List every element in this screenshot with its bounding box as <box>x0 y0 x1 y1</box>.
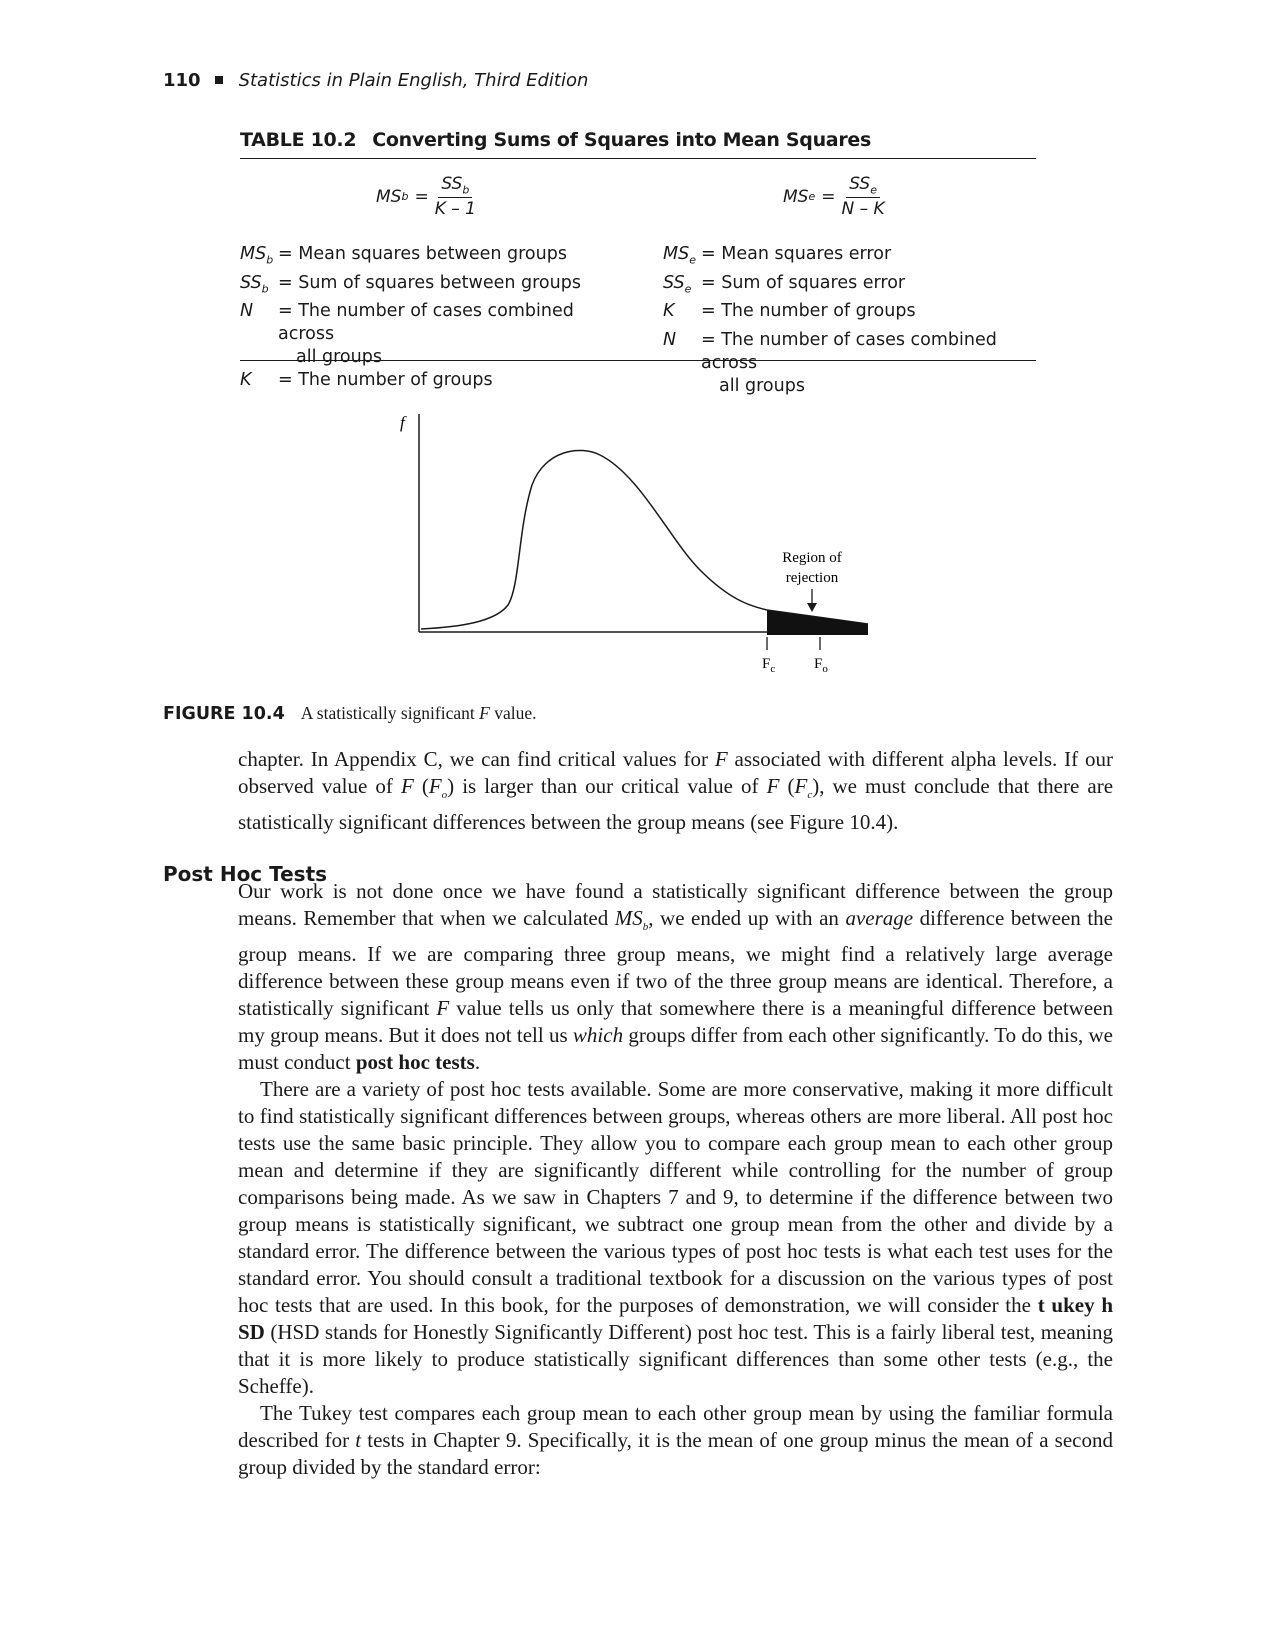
definitions-right: MSe = Mean squares error SSe = Sum of squa… <box>663 243 1011 398</box>
definition-symbol: K <box>240 370 252 390</box>
formula-fraction: SSe N – K <box>842 174 885 219</box>
caption-text-end: value. <box>489 703 537 723</box>
definition-symbol: K <box>663 301 675 321</box>
definition-text: = Mean squares error <box>701 244 892 264</box>
definition-text: = Sum of squares between groups <box>278 272 581 293</box>
fo-label: Fo <box>814 656 828 675</box>
definition-symbol: SSb <box>240 272 269 296</box>
definition-row: SSe = Sum of squares error <box>663 272 1011 301</box>
definition-text: = Mean squares between groups <box>278 244 567 264</box>
table-top-rule <box>240 158 1036 159</box>
table-label: TABLE 10.2 <box>240 129 357 151</box>
book-title: Statistics in Plain English, Third Editi… <box>238 70 589 91</box>
formula-lhs-sub: b <box>401 190 409 204</box>
annotation-line-2: rejection <box>786 570 839 586</box>
definition-text: = The number of groups <box>278 370 493 390</box>
definition-text: = The number of groups <box>701 301 916 321</box>
page-number: 110 <box>163 70 201 91</box>
numerator-sub: b <box>462 183 470 197</box>
annotation-line-1: Region of <box>782 550 842 566</box>
formula-equals: = <box>821 186 836 207</box>
numerator-text: SS <box>441 174 463 194</box>
definition-row: MSe = Mean squares error <box>663 243 1011 272</box>
formula-ms-between: MS b = SSb K – 1 <box>376 174 476 219</box>
post-hoc-section-body: Our work is not done once we have found … <box>238 878 1113 1481</box>
figure-caption: FIGURE 10.4 A statistically significant F… <box>163 703 537 724</box>
rejection-region <box>767 610 868 635</box>
formula-fraction: SSb K – 1 <box>435 174 476 219</box>
formula-lhs: MS <box>783 186 809 207</box>
paragraph-4: The Tukey test compares each group mean … <box>238 1401 1113 1480</box>
definition-symbol: SSe <box>663 272 692 296</box>
definition-symbol: MSb <box>240 244 274 267</box>
fraction-numerator: SSb <box>438 174 473 199</box>
definition-text: = The number of cases combined across <box>701 329 997 373</box>
arrow-down-icon <box>807 603 817 612</box>
paragraph-1: chapter. In Appendix C, we can find crit… <box>238 746 1113 836</box>
definition-row: MSb = Mean squares between groups <box>240 243 588 272</box>
definition-row: K = The number of groups <box>663 300 1011 329</box>
section-heading: Post Hoc Tests <box>163 862 328 886</box>
formula-equals: = <box>414 186 429 207</box>
numerator-sub: e <box>870 183 877 197</box>
definition-symbol: N <box>240 301 254 321</box>
definition-row: SSb = Sum of squares between groups <box>240 272 588 301</box>
running-head: 110 Statistics in Plain English, Third Ed… <box>163 70 588 91</box>
definition-symbol: N <box>663 329 677 350</box>
definition-continuation: all groups <box>296 347 382 367</box>
table-bottom-rule <box>240 360 1036 361</box>
definition-text: = The number of cases combined across <box>278 301 574 344</box>
f-distribution-curve <box>420 449 869 630</box>
fraction-numerator: SSe <box>846 174 880 199</box>
definitions-left: MSb = Mean squares between groups SSb = Su… <box>240 243 588 398</box>
numerator-text: SS <box>849 174 871 194</box>
figure-label: FIGURE 10.4 <box>163 704 285 724</box>
formula-ms-error: MS e = SSe N – K <box>783 174 885 219</box>
caption-text: A statistically significant <box>300 703 480 723</box>
paragraph-text: chapter. In Appendix C, we can find crit… <box>238 747 1114 835</box>
definition-row: N = The number of cases combined across <box>240 300 588 346</box>
paragraph-2: Our work is not done once we have found … <box>238 879 1113 1075</box>
table-title: Converting Sums of Squares into Mean Squ… <box>372 129 871 151</box>
y-axis-label: f <box>400 413 407 432</box>
table-caption: TABLE 10.2 Converting Sums of Squares int… <box>240 129 871 151</box>
formula-lhs: MS <box>376 186 402 207</box>
formula-lhs-sub: e <box>808 190 816 204</box>
f-distribution-figure: f Region of rejection Fc Fo <box>400 413 869 675</box>
definition-row: N = The number of cases combined across <box>663 329 1011 375</box>
caption-italic: F <box>479 703 490 723</box>
definition-row: K = The number of groups <box>240 369 588 398</box>
fraction-denominator: K – 1 <box>434 199 476 220</box>
paragraph-3: There are a variety of post hoc tests av… <box>238 1077 1114 1399</box>
fc-label: Fc <box>762 656 775 675</box>
definition-continuation: all groups <box>719 375 805 396</box>
square-bullet-icon <box>214 76 223 84</box>
definition-symbol: MSe <box>663 244 696 267</box>
fraction-denominator: N – K <box>841 199 885 220</box>
definition-text: = Sum of squares error <box>701 272 906 293</box>
